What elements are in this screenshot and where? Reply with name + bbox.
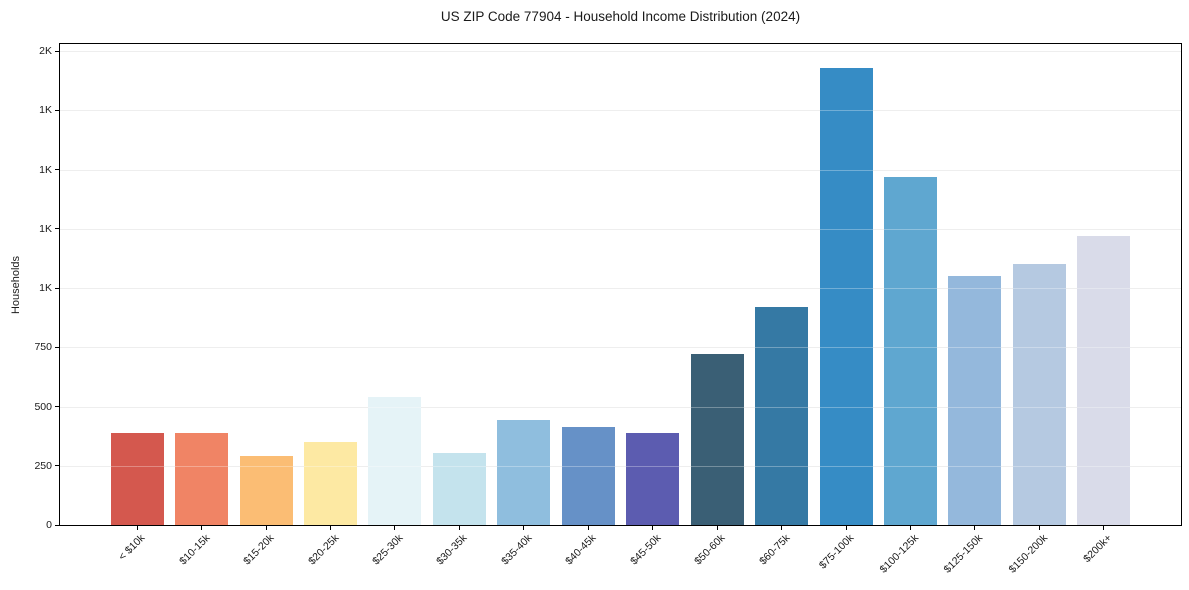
y-tick-mark-1000 <box>55 287 59 289</box>
bar-75-100k <box>819 67 873 525</box>
gridline-1750 <box>60 110 1181 112</box>
x-tick-label-20-25k: $20-25k <box>305 532 342 568</box>
bar-100-125k <box>883 176 937 525</box>
grid-overlay-750 <box>60 347 1181 349</box>
bar-45-50k <box>626 432 680 525</box>
x-tick-label-15-20k: $15-20k <box>241 532 277 568</box>
x-tick-label-125-150k: $125-150k <box>941 532 986 576</box>
x-tick-label-30-35k: $30-35k <box>434 532 470 568</box>
gridline-500 <box>60 406 1181 408</box>
gridline-1500 <box>60 169 1181 171</box>
x-tick-label-40-45k: $40-45k <box>563 532 599 568</box>
y-tick-label-2000: 2K <box>39 45 52 58</box>
y-tick-mark-1250 <box>55 228 59 230</box>
y-tick-mark-750 <box>55 346 59 348</box>
bar-20-25k <box>304 442 358 525</box>
x-tick-mark-4 <box>394 526 396 530</box>
bar-10-15k <box>175 432 229 525</box>
x-tick-label-150-200k: $150-200k <box>1006 532 1050 576</box>
x-tick-label-45-50k: $45-50k <box>627 532 664 568</box>
x-tick-mark-13 <box>974 526 976 530</box>
y-tick-label-1000: 1K <box>39 282 52 295</box>
gridline-750 <box>60 347 1181 349</box>
x-tick-mark-7 <box>587 526 589 530</box>
y-tick-label-1250: 1K <box>39 222 52 235</box>
x-tick-label-60-75k: $60-75k <box>756 532 793 568</box>
bar-150-200k <box>1012 264 1066 525</box>
x-tick-mark-3 <box>330 526 332 530</box>
x-tick-mark-12 <box>909 526 911 530</box>
x-tick-mark-6 <box>523 526 525 530</box>
x-tick-mark-5 <box>458 526 460 530</box>
grid-overlay-1250 <box>60 228 1181 230</box>
y-tick-label-750: 750 <box>34 341 52 354</box>
chart-title: US ZIP Code 77904 - Household Income Dis… <box>440 9 801 24</box>
grid-overlay-2000 <box>60 51 1181 53</box>
y-tick-label-500: 500 <box>34 400 52 413</box>
x-tick-label-25-30k: $25-30k <box>370 532 406 568</box>
x-tick-label-50-60k: $50-60k <box>692 532 728 568</box>
y-tick-mark-2000 <box>55 50 59 52</box>
grid-overlay-500 <box>60 406 1181 408</box>
bar-60-75k <box>755 307 809 525</box>
bar-30-35k <box>432 452 486 525</box>
bar-125-150k <box>948 276 1002 525</box>
y-tick-label-0: 0 <box>46 519 52 531</box>
y-tick-mark-1750 <box>55 109 59 111</box>
x-tick-label-200k: $200k+ <box>1081 532 1115 566</box>
x-tick-mark-15 <box>1103 526 1105 530</box>
x-tick-mark-10 <box>781 526 783 530</box>
y-tick-label-250: 250 <box>34 459 52 472</box>
x-tick-mark-9 <box>716 526 718 530</box>
bar-25-30k <box>368 397 422 525</box>
gridline-1250 <box>60 228 1181 230</box>
x-tick-mark-2 <box>265 526 267 530</box>
bar-200k <box>1077 235 1131 525</box>
x-tick-label-10k: < $10k <box>116 532 148 563</box>
x-tick-mark-14 <box>1038 526 1040 530</box>
y-tick-mark-0 <box>55 524 59 526</box>
grid-overlay-1000 <box>60 288 1181 290</box>
y-tick-label-1500: 1K <box>39 163 52 176</box>
y-tick-mark-500 <box>55 406 59 408</box>
grid-overlay-1500 <box>60 169 1181 171</box>
x-tick-mark-8 <box>652 526 654 530</box>
y-axis-label: Households <box>10 255 22 315</box>
x-tick-mark-0 <box>136 526 138 530</box>
x-tick-label-35-40k: $35-40k <box>499 532 535 568</box>
x-tick-mark-11 <box>845 526 847 530</box>
bar-40-45k <box>561 426 615 525</box>
x-tick-label-75-100k: $75-100k <box>817 532 857 572</box>
grid-overlay-250 <box>60 465 1181 467</box>
y-tick-label-1750: 1K <box>39 104 52 117</box>
plot-area: 0 250 500 750 1K 1K 1K 1K 2K < $10k $10-15k $15-20… <box>34 43 1182 576</box>
y-tick-mark-1500 <box>55 169 59 171</box>
y-tick-mark-250 <box>55 465 59 467</box>
x-tick-label-10-15k: $10-15k <box>176 532 213 568</box>
bar-10k <box>110 432 164 525</box>
gridline-1000 <box>60 288 1181 290</box>
bar-15-20k <box>239 456 293 525</box>
grid-overlay-1750 <box>60 110 1181 112</box>
bar-35-40k <box>497 419 551 525</box>
x-tick-label-100-125k: $100-125k <box>877 532 921 576</box>
bar-50-60k <box>690 354 744 525</box>
x-tick-mark-1 <box>201 526 203 530</box>
gridline-250 <box>60 465 1181 467</box>
gridline-2000 <box>60 51 1181 53</box>
